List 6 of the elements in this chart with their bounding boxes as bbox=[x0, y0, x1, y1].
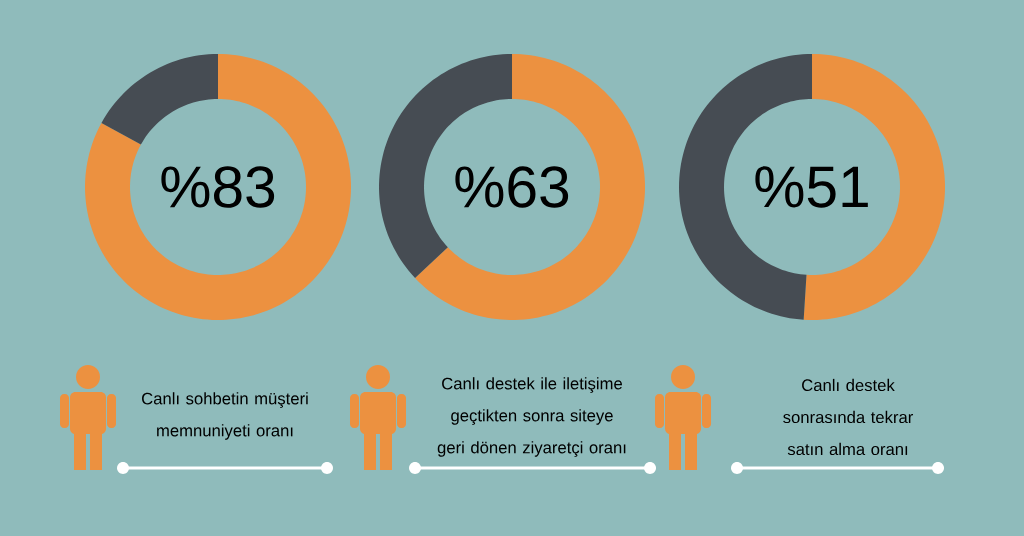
text: Canlı sohbetin müşteri memnuniyeti oranı bbox=[142, 392, 308, 440]
text: Canlı destek ile iletişime geçtikten sonra siteye geri dönen ziyaretçi oranı bbox=[437, 377, 626, 457]
text: %83 bbox=[161, 166, 275, 208]
text: Canlı destek sonrasında tekrar satın alma oranı bbox=[783, 378, 914, 456]
text: %63 bbox=[455, 166, 569, 208]
text: %51 bbox=[755, 166, 868, 208]
